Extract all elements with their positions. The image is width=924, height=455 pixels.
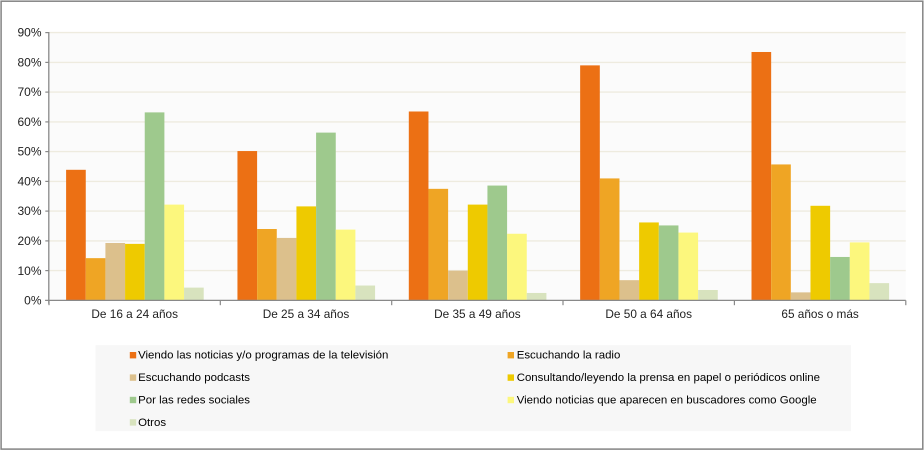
- svg-text:Viendo las noticias y/o progra: Viendo las noticias y/o programas de la …: [138, 350, 388, 362]
- svg-text:Por las redes sociales: Por las redes sociales: [138, 395, 250, 407]
- svg-text:40%: 40%: [17, 175, 41, 189]
- svg-text:60%: 60%: [17, 115, 41, 129]
- svg-text:10%: 10%: [17, 264, 41, 278]
- svg-text:30%: 30%: [17, 204, 41, 218]
- svg-text:90%: 90%: [17, 26, 41, 40]
- svg-text:De 16 a 24 años: De 16 a 24 años: [91, 307, 178, 321]
- svg-text:65 años o más: 65 años o más: [781, 307, 858, 321]
- svg-text:20%: 20%: [17, 234, 41, 248]
- svg-text:Consultando/leyendo la prensa: Consultando/leyendo la prensa en papel o…: [517, 372, 820, 384]
- svg-text:0%: 0%: [24, 294, 42, 308]
- svg-text:Escuchando la radio: Escuchando la radio: [517, 350, 621, 362]
- svg-text:50%: 50%: [17, 145, 41, 159]
- svg-text:70%: 70%: [17, 85, 41, 99]
- svg-text:De 25 a 34 años: De 25 a 34 años: [263, 307, 350, 321]
- svg-text:Escuchando podcasts: Escuchando podcasts: [138, 372, 250, 384]
- svg-text:80%: 80%: [17, 56, 41, 70]
- svg-text:De 35 a 49 años: De 35 a 49 años: [434, 307, 521, 321]
- svg-text:Otros: Otros: [138, 417, 166, 429]
- svg-text:De 50 a 64 años: De 50 a 64 años: [605, 307, 692, 321]
- svg-text:Viendo noticias que aparecen e: Viendo noticias que aparecen en buscador…: [517, 395, 817, 407]
